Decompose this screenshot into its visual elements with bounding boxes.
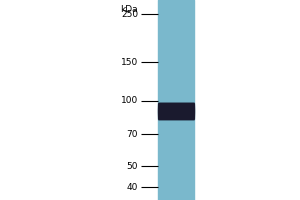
Text: 250: 250 — [121, 10, 138, 19]
Text: 50: 50 — [127, 162, 138, 171]
Text: 100: 100 — [121, 96, 138, 105]
Text: 40: 40 — [127, 183, 138, 192]
Text: 70: 70 — [127, 130, 138, 139]
Text: 150: 150 — [121, 58, 138, 67]
Text: kDa: kDa — [120, 5, 138, 14]
